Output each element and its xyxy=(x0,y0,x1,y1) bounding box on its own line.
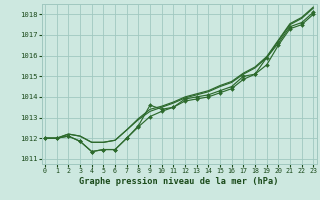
X-axis label: Graphe pression niveau de la mer (hPa): Graphe pression niveau de la mer (hPa) xyxy=(79,177,279,186)
